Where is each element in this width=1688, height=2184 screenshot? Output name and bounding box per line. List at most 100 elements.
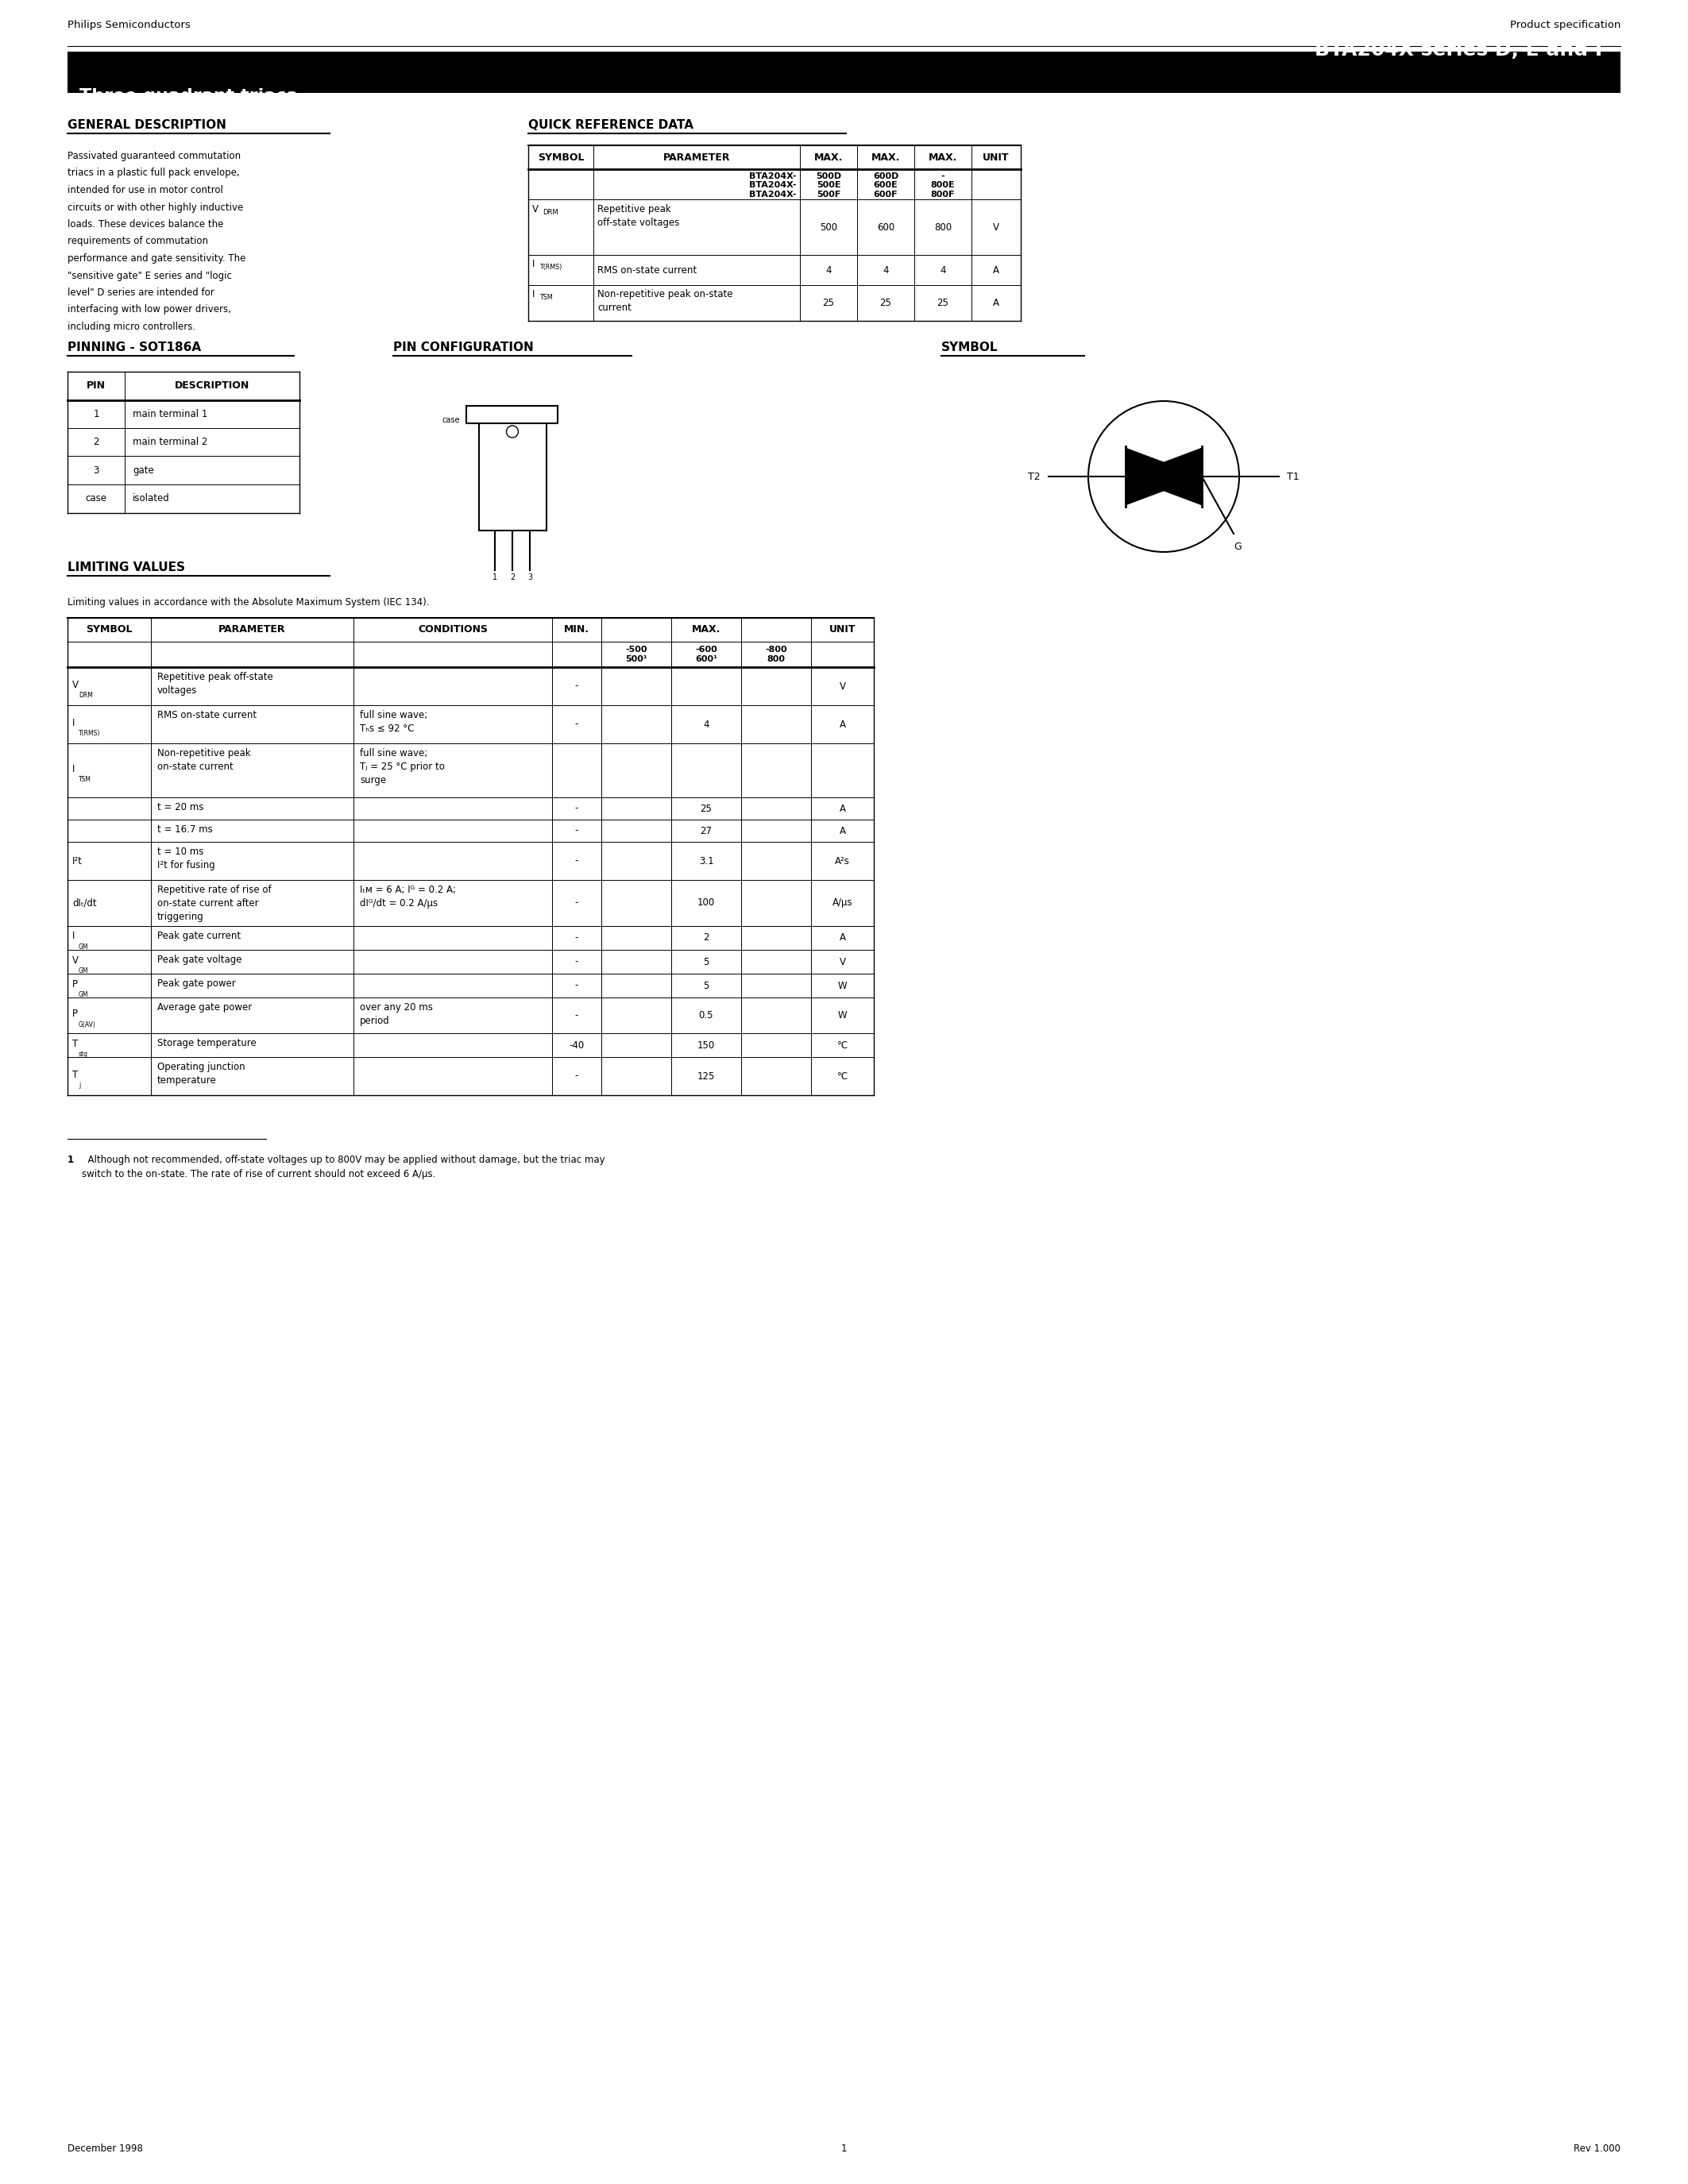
- Text: Storage temperature: Storage temperature: [157, 1037, 257, 1048]
- Text: over any 20 ms
period: over any 20 ms period: [360, 1002, 432, 1026]
- Text: 5: 5: [704, 957, 709, 968]
- Text: QUICK REFERENCE DATA: QUICK REFERENCE DATA: [528, 120, 694, 131]
- Text: MAX.: MAX.: [928, 153, 957, 162]
- Text: W: W: [837, 1011, 847, 1020]
- Text: requirements of commutation: requirements of commutation: [68, 236, 208, 247]
- Text: -600
600¹: -600 600¹: [695, 646, 717, 664]
- Text: 4: 4: [825, 264, 832, 275]
- Text: LIMITING VALUES: LIMITING VALUES: [68, 561, 186, 574]
- Text: I: I: [532, 260, 535, 269]
- Text: -: -: [576, 804, 579, 815]
- Text: Repetitive rate of rise of
on-state current after
triggering: Repetitive rate of rise of on-state curr…: [157, 885, 272, 922]
- Circle shape: [1089, 402, 1239, 553]
- Text: I: I: [73, 930, 74, 941]
- Text: °C: °C: [837, 1070, 847, 1081]
- Text: j: j: [78, 1081, 81, 1090]
- Text: 2: 2: [93, 437, 100, 448]
- Text: 500D: 500D: [815, 173, 841, 181]
- Text: GENERAL DESCRIPTION: GENERAL DESCRIPTION: [68, 120, 226, 131]
- Text: I: I: [73, 719, 74, 727]
- Text: A: A: [839, 804, 846, 815]
- Text: t = 16.7 ms: t = 16.7 ms: [157, 823, 213, 834]
- Text: V: V: [73, 679, 79, 690]
- Text: 800E: 800E: [930, 181, 955, 190]
- Text: PARAMETER: PARAMETER: [663, 153, 731, 162]
- Text: circuits or with other highly inductive: circuits or with other highly inductive: [68, 203, 243, 212]
- Text: 800F: 800F: [930, 190, 955, 199]
- Text: full sine wave;
Tₕs ≤ 92 °C: full sine wave; Tₕs ≤ 92 °C: [360, 710, 427, 734]
- Text: 4: 4: [940, 264, 945, 275]
- Text: T(RMS): T(RMS): [540, 264, 562, 271]
- Text: Peak gate current: Peak gate current: [157, 930, 241, 941]
- Text: CONDITIONS: CONDITIONS: [419, 625, 488, 636]
- Text: triacs in a plastic full pack envelope,: triacs in a plastic full pack envelope,: [68, 168, 240, 179]
- Text: GM: GM: [78, 943, 88, 950]
- Text: dIₜ/dt: dIₜ/dt: [73, 898, 96, 909]
- Text: -800
800: -800 800: [765, 646, 787, 664]
- Text: 600: 600: [876, 223, 895, 232]
- Text: MAX.: MAX.: [814, 153, 842, 162]
- Text: BTA204X-: BTA204X-: [749, 190, 797, 199]
- Text: PIN CONFIGURATION: PIN CONFIGURATION: [393, 341, 533, 354]
- Text: BTA204X series D, E and F: BTA204X series D, E and F: [1315, 41, 1609, 59]
- Text: T1: T1: [1286, 472, 1300, 483]
- Text: intended for use in motor control: intended for use in motor control: [68, 186, 223, 194]
- Text: A/μs: A/μs: [832, 898, 852, 909]
- Text: 25: 25: [879, 297, 891, 308]
- Text: main terminal 2: main terminal 2: [133, 437, 208, 448]
- Text: TSM: TSM: [540, 295, 552, 301]
- Text: SYMBOL: SYMBOL: [86, 625, 132, 636]
- Text: GM: GM: [78, 968, 88, 974]
- Text: Repetitive peak
off-state voltages: Repetitive peak off-state voltages: [598, 203, 680, 227]
- Bar: [466, 406, 559, 424]
- Text: T2: T2: [1028, 472, 1040, 483]
- Text: 800: 800: [933, 223, 952, 232]
- Text: 5: 5: [704, 981, 709, 992]
- Text: 1: 1: [93, 408, 100, 419]
- Text: -: -: [576, 856, 579, 867]
- Text: BTA204X-: BTA204X-: [749, 173, 797, 181]
- Text: DESCRIPTION: DESCRIPTION: [174, 380, 250, 391]
- Text: 500E: 500E: [817, 181, 841, 190]
- Text: 3: 3: [93, 465, 100, 476]
- Text: G: G: [1234, 542, 1241, 553]
- Text: 100: 100: [697, 898, 716, 909]
- Text: 0.5: 0.5: [699, 1011, 714, 1020]
- Text: 600E: 600E: [873, 181, 898, 190]
- Text: V: V: [993, 223, 999, 232]
- Text: °C: °C: [837, 1040, 847, 1051]
- Text: loads. These devices balance the: loads. These devices balance the: [68, 218, 223, 229]
- Text: Although not recommended, off-state voltages up to 800V may be applied without d: Although not recommended, off-state volt…: [81, 1155, 604, 1179]
- Text: BTA204X-: BTA204X-: [749, 181, 797, 190]
- Text: RMS on-state current: RMS on-state current: [157, 710, 257, 721]
- Text: Peak gate voltage: Peak gate voltage: [157, 954, 241, 965]
- Text: -: -: [576, 1070, 579, 1081]
- Text: -: -: [576, 826, 579, 836]
- Text: 25: 25: [701, 804, 712, 815]
- Text: Average gate power: Average gate power: [157, 1002, 252, 1013]
- Text: Limiting values in accordance with the Absolute Maximum System (IEC 134).: Limiting values in accordance with the A…: [68, 596, 429, 607]
- Text: 2: 2: [704, 933, 709, 943]
- Text: UNIT: UNIT: [829, 625, 856, 636]
- Text: I: I: [73, 764, 74, 773]
- Text: 3.1: 3.1: [699, 856, 714, 867]
- Bar: [68, 52, 1620, 94]
- Text: 500F: 500F: [817, 190, 841, 199]
- Text: I: I: [532, 288, 535, 299]
- Text: Peak gate power: Peak gate power: [157, 978, 236, 989]
- Text: GM: GM: [78, 992, 88, 998]
- Text: -: -: [576, 681, 579, 692]
- Text: PIN: PIN: [86, 380, 106, 391]
- Text: Philips Semiconductors: Philips Semiconductors: [68, 20, 191, 31]
- Polygon shape: [1126, 448, 1202, 505]
- Text: -: -: [576, 933, 579, 943]
- Text: PARAMETER: PARAMETER: [219, 625, 285, 636]
- Text: V: V: [839, 957, 846, 968]
- Text: 2: 2: [510, 574, 515, 581]
- Text: main terminal 1: main terminal 1: [133, 408, 208, 419]
- Text: V: V: [839, 681, 846, 692]
- Text: 500: 500: [820, 223, 837, 232]
- Text: -: -: [576, 957, 579, 968]
- Text: A: A: [993, 264, 999, 275]
- Text: 125: 125: [697, 1070, 716, 1081]
